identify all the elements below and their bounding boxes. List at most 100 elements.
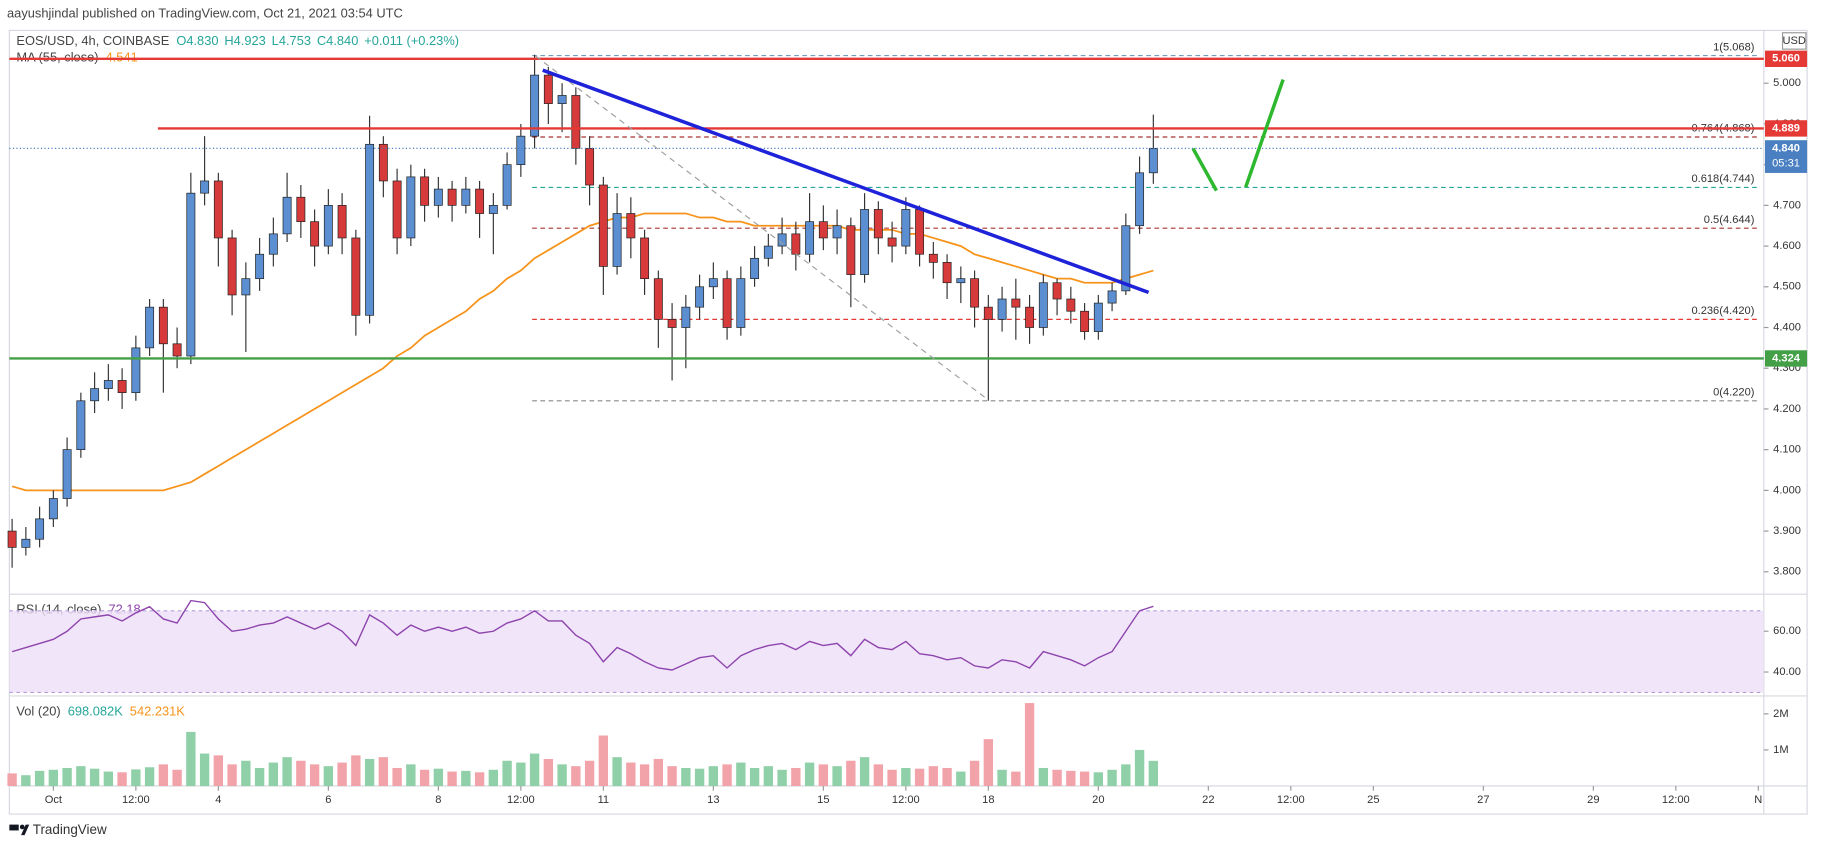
x-tick-label: 12:00 [122,794,150,806]
candle-body [1038,282,1048,328]
fib-label: 0.5(4.644) [1704,214,1755,226]
candle-body [145,306,155,349]
x-tick-label: 20 [1092,794,1104,806]
volume-bar [268,762,279,787]
candle-body [433,188,443,206]
volume-bar [681,767,691,787]
volume-bar [653,758,664,787]
candle-body [667,319,677,328]
volume-bar [254,767,265,787]
volume-bar [351,755,361,787]
volume-bar [928,766,939,787]
close-label: C4.840 [317,34,358,49]
candle-body [488,205,498,214]
candle-body [365,143,375,316]
volume-bar [21,775,31,787]
x-tick-label: 12:00 [892,794,920,806]
candle-body [7,530,17,548]
candle-body [956,278,966,284]
x-tick-label: 8 [435,794,441,806]
candle-body [392,180,402,239]
candle-body [48,498,58,520]
candle-body [213,180,223,239]
candle-body [351,237,361,316]
fib-label: 0.618(4.744) [1691,173,1754,185]
fib-trend [535,55,989,401]
volume-bar [598,735,609,787]
y-tick-label: 4.600 [1773,240,1801,252]
candle-body [887,237,897,247]
candle-body [227,237,237,296]
y-tick-label: 1M [1773,744,1788,756]
candle-body [695,286,705,308]
volume-bar [1093,772,1104,787]
y-tick-label: 4.000 [1773,484,1801,496]
candle-body [901,209,911,247]
volume-bar [777,769,787,787]
x-tick-label: 15 [817,794,829,806]
ma-last: 4.541 [106,50,138,65]
candle-body [970,278,980,308]
price-level-label: 4.889 [1772,122,1800,134]
candle-body [763,245,773,259]
volume-bar [158,764,169,787]
candle-body [186,192,196,357]
candle-body [268,233,278,255]
volume-bar [76,766,86,787]
fib-label: 1(5.068) [1713,41,1755,53]
candle-body [516,135,526,166]
vol-legend: Vol (20) 698.082K 542.231K [16,704,185,719]
y-tick-label: 5.000 [1773,77,1801,89]
volume-bar [227,764,237,787]
volume-bar [1079,771,1090,787]
candle-body [640,237,650,280]
candle-body [846,225,856,275]
price-level-box [1764,140,1808,173]
y-tick-label: 4.700 [1773,199,1801,211]
footer-logo [9,824,30,836]
candle-body [1066,298,1076,312]
candle-body [942,262,952,284]
volume-bar [1038,767,1049,787]
candle-body [200,180,210,194]
candle-body [131,347,141,394]
volume-bar [543,758,554,787]
volume-bar [873,764,884,787]
volume-bar [1134,749,1145,787]
candle-body [1121,225,1131,292]
price-level-box [1764,350,1808,367]
rsi-band [9,610,1764,693]
candle-body [158,306,168,345]
candle-body [323,205,333,247]
candle-body [873,209,883,239]
volume-bar [419,769,430,787]
volume-bar [1052,769,1062,787]
candle-body [337,205,347,239]
volume-bar [282,757,292,787]
volume-bar [172,769,182,787]
volume-bar [557,764,567,787]
projection-arrow-up [1244,78,1285,188]
volume-bar [956,771,966,787]
volume-bar [804,762,815,787]
volume-bar [474,772,485,787]
volume-bar [694,768,705,787]
candle-body [777,233,787,247]
vol-ma-last: 542.231K [130,704,185,719]
candle-body [915,209,925,255]
y-tick-label: 4.500 [1773,281,1801,293]
volume-bar [364,758,375,787]
y-tick-label: 2M [1773,708,1788,720]
x-tick-label: 27 [1477,794,1489,806]
footer-brand: TradingView [33,822,107,837]
candle-body [1148,148,1158,174]
volume-bar [48,769,59,787]
high-label: H4.923 [224,34,265,49]
volume-bar [901,767,911,787]
volume-bar [1011,771,1021,787]
volume-bar [529,753,540,787]
candle-body [475,188,485,214]
candle-body [117,380,127,394]
